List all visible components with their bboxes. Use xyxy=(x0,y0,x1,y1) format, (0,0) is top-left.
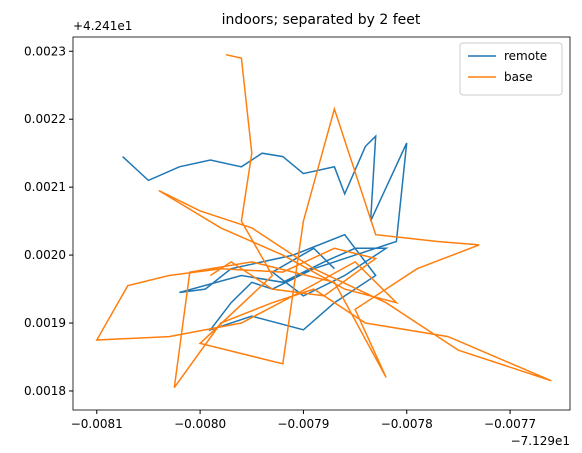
x-tick-label: −0.0077 xyxy=(484,417,536,431)
series-line xyxy=(122,134,408,332)
x-offset-label: −7.129e1 xyxy=(511,434,570,448)
x-tick-label: −0.0081 xyxy=(71,417,123,431)
legend-label: base xyxy=(504,70,533,84)
chart-title: indoors; separated by 2 feet xyxy=(222,12,421,28)
y-tick-label: 0.0018 xyxy=(24,384,66,398)
x-tick-label: −0.0080 xyxy=(174,417,226,431)
y-tick-label: 0.0020 xyxy=(24,248,66,262)
series-line xyxy=(95,53,552,389)
y-tick-label: 0.0021 xyxy=(24,180,66,194)
y-tick-label: 0.0019 xyxy=(24,316,66,330)
axes-frame xyxy=(72,36,571,411)
y-offset-label: +4.241e1 xyxy=(73,19,132,33)
x-tick-label: −0.0078 xyxy=(381,417,433,431)
y-tick-label: 0.0023 xyxy=(24,44,66,58)
y-tick-label: 0.0022 xyxy=(24,112,66,126)
x-tick-label: −0.0079 xyxy=(277,417,329,431)
legend-label: remote xyxy=(504,49,547,63)
